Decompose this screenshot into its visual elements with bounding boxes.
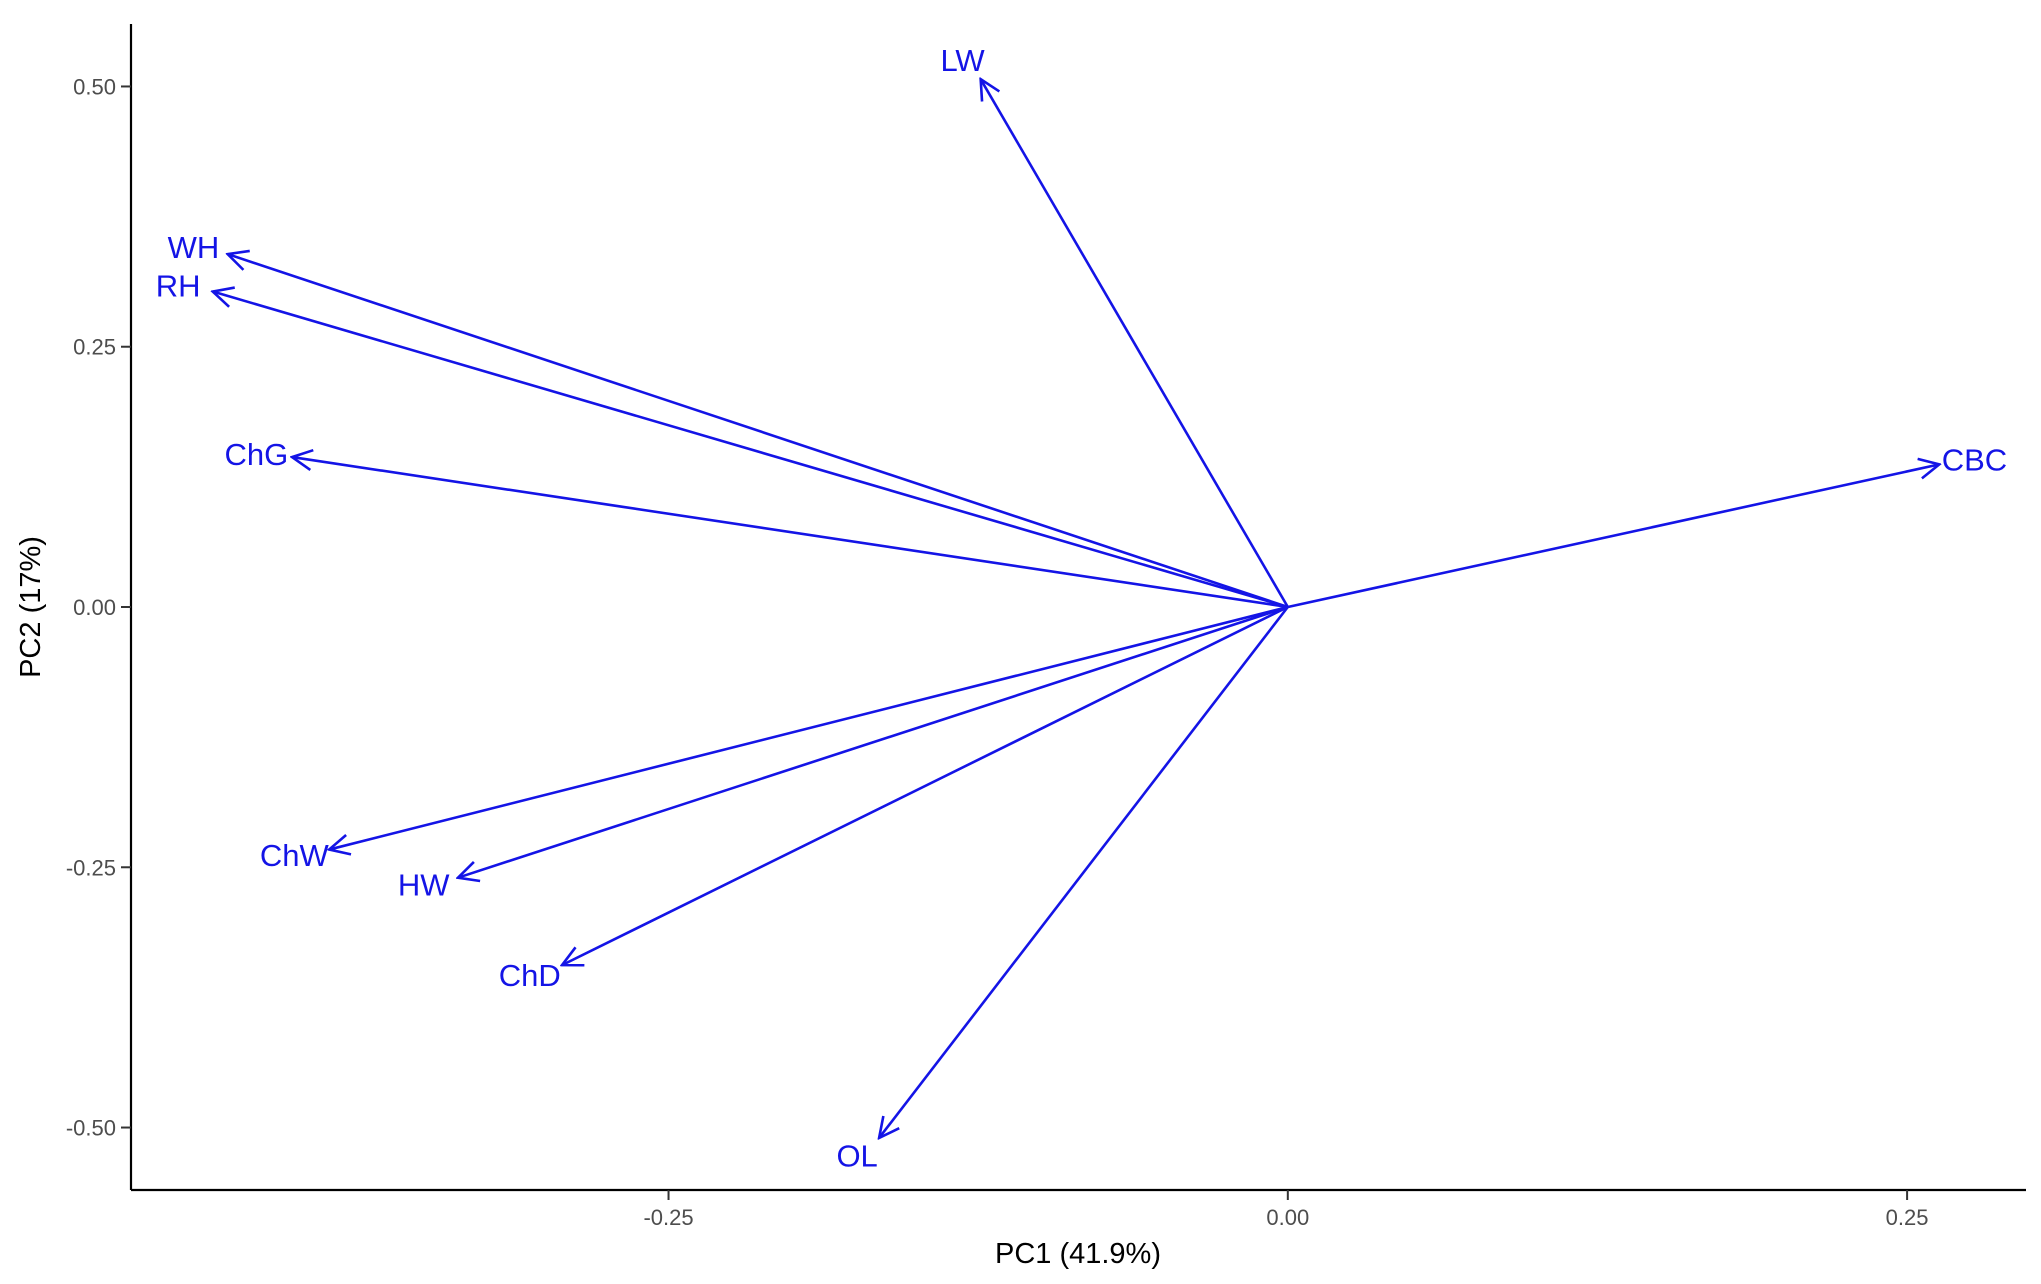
vector-arrow-wh — [228, 254, 1289, 609]
x-tick-label: 0.25 — [1886, 1205, 1929, 1230]
y-tick-label: 0.50 — [73, 74, 116, 99]
vector-arrow-rh — [213, 292, 1289, 609]
y-axis-title: PC2 (17%) — [15, 536, 47, 678]
vector-label-chg: ChG — [225, 437, 289, 472]
vector-arrow-cbc — [1287, 464, 1939, 609]
vector-arrow-lw — [981, 79, 1289, 608]
vector-label-ol: OL — [836, 1138, 877, 1173]
vector-arrow-chg — [292, 457, 1289, 609]
y-tick-label: -0.25 — [66, 855, 116, 880]
y-tick-label: 0.00 — [73, 595, 116, 620]
vector-label-rh: RH — [156, 268, 201, 303]
vector-arrow-hw — [458, 605, 1289, 878]
vector-arrow-ol — [879, 606, 1289, 1138]
vector-label-chw: ChW — [260, 838, 330, 873]
y-tick-label: 0.25 — [73, 335, 116, 360]
x-tick-label: -0.25 — [643, 1205, 693, 1230]
vector-arrow-chd — [562, 605, 1289, 965]
vector-label-chd: ChD — [499, 958, 561, 993]
vector-label-lw: LW — [940, 43, 985, 78]
vector-label-wh: WH — [168, 230, 220, 265]
vector-label-hw: HW — [398, 868, 450, 903]
x-axis-title: PC1 (41.9%) — [995, 1238, 1161, 1270]
vector-label-cbc: CBC — [1942, 443, 2007, 478]
x-tick-label: 0.00 — [1266, 1205, 1309, 1230]
y-tick-label: -0.50 — [66, 1116, 116, 1141]
vector-arrow-chw — [329, 605, 1289, 850]
